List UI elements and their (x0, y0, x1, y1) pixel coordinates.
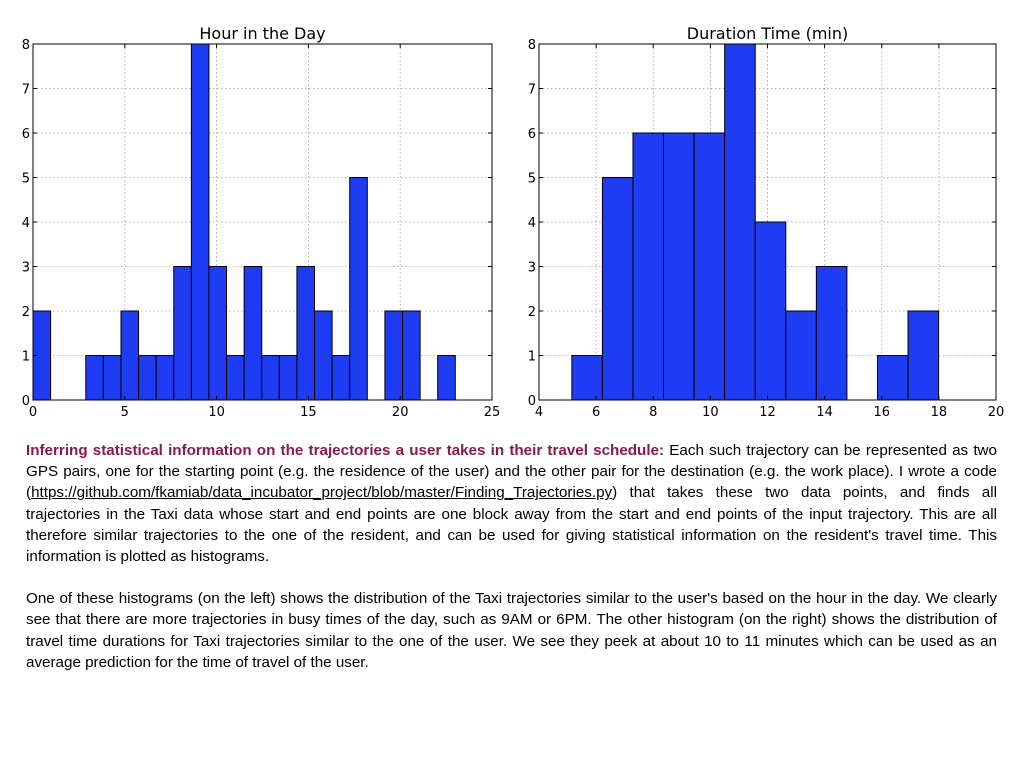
y-tick-label: 2 (528, 305, 536, 320)
histogram-bar-3 (85, 355, 104, 401)
histogram-bar-4 (693, 132, 726, 401)
histogram-bar-13 (261, 355, 280, 401)
github-link[interactable]: https://github.com/fkamiab/data_incubato… (31, 484, 613, 502)
histogram-bar-21 (401, 310, 421, 401)
histogram-bar-12 (243, 266, 263, 401)
y-tick-label: 8 (528, 38, 536, 53)
y-tick-label: 2 (22, 305, 30, 320)
x-tick-label: 15 (300, 405, 317, 420)
description-heading: Inferring statistical information on the… (26, 442, 665, 459)
y-tick-label: 1 (528, 350, 536, 365)
histogram-bar-5 (120, 310, 140, 401)
histogram-bar-2 (632, 132, 665, 401)
x-tick-label: 20 (988, 405, 1005, 420)
histogram-bar-23 (437, 355, 456, 401)
histogram-bar-4 (102, 355, 122, 401)
y-tick-label: 3 (528, 261, 536, 276)
x-tick-label: 10 (208, 405, 225, 420)
y-tick-label: 7 (22, 83, 30, 98)
x-tick-label: 25 (484, 405, 501, 420)
histogram-bar-18 (349, 177, 368, 401)
y-tick-label: 6 (22, 127, 30, 142)
x-tick-label: 5 (121, 405, 129, 420)
description-text: Inferring statistical information on the… (26, 440, 997, 673)
x-tick-label: 8 (649, 405, 657, 420)
description-paragraph-2: One of these histograms (on the left) sh… (26, 590, 997, 671)
x-tick-label: 10 (702, 405, 719, 420)
y-tick-label: 5 (528, 172, 536, 187)
hour-histogram: 0 1 2 3 4 5 6 7 8 0 5 10 15 20 25 Hour in the Day (22, 24, 501, 420)
histogram-bar-1 (601, 177, 634, 401)
chart-title: Hour in the Day (199, 24, 325, 43)
histogram-bar-14 (278, 355, 298, 401)
y-tick-label: 4 (22, 216, 30, 231)
description-text-part-a: Each such trajectory can be represented … (26, 442, 997, 502)
x-tick-label: 16 (873, 405, 890, 420)
description-paragraph-1: Inferring statistical information on the… (26, 440, 997, 567)
histogram-bar-20 (384, 310, 403, 401)
histogram-bar-8 (173, 266, 192, 401)
y-tick-label: 6 (528, 127, 536, 142)
y-tick-label: 8 (22, 38, 30, 53)
x-tick-label: 20 (392, 405, 409, 420)
x-tick-label: 14 (816, 405, 833, 420)
y-tick-label: 7 (528, 83, 536, 98)
histogram-bar-0 (571, 355, 603, 401)
chart-title: Duration Time (min) (687, 24, 848, 43)
histogram-bar-11 (226, 355, 245, 401)
x-tick-label: 6 (592, 405, 600, 420)
histogram-bar-3 (663, 132, 695, 401)
histogram-bar-6 (754, 221, 787, 401)
description-text-part-b: ) that takes these two data points, and … (26, 484, 997, 566)
histogram-bar-16 (314, 310, 333, 401)
y-tick-label: 0 (22, 394, 30, 409)
histogram-bar-8 (815, 266, 848, 401)
y-tick-label: 5 (22, 172, 30, 187)
histogram-bar-7 (785, 310, 817, 401)
y-tick-label: 0 (528, 394, 536, 409)
y-tick-label: 3 (22, 261, 30, 276)
histogram-bar-10 (876, 355, 909, 401)
histogram-bar-5 (724, 43, 756, 401)
y-tick-label: 4 (528, 216, 536, 231)
histogram-bar-10 (208, 266, 228, 401)
histogram-bar-9 (190, 43, 210, 401)
histogram-bar-17 (331, 355, 351, 401)
histogram-bar-6 (138, 355, 157, 401)
x-tick-label: 12 (759, 405, 776, 420)
histogram-bar-7 (155, 355, 175, 401)
histogram-bar-11 (907, 310, 940, 401)
x-tick-label: 0 (29, 405, 37, 420)
x-tick-label: 18 (931, 405, 948, 420)
y-tick-label: 1 (22, 350, 30, 365)
x-tick-label: 4 (535, 405, 543, 420)
histogram-bar-15 (296, 266, 316, 401)
